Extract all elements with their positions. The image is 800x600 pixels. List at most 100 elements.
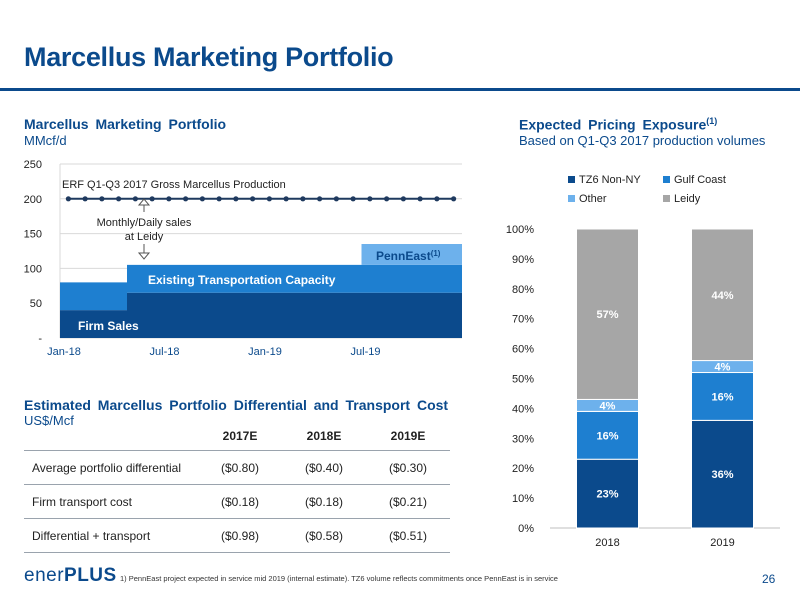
x-tick-label: Jan-18 bbox=[47, 346, 81, 358]
legend-label: Other bbox=[579, 193, 607, 205]
production-point bbox=[233, 196, 239, 202]
legend-swatch bbox=[663, 195, 670, 202]
row-label: Average portfolio differential bbox=[24, 450, 198, 485]
y-tick-label: 90% bbox=[512, 254, 534, 266]
table-title: Estimated Marcellus Portfolio Differenti… bbox=[24, 397, 449, 413]
bar-segment bbox=[576, 228, 639, 400]
production-point bbox=[283, 196, 289, 202]
x-tick-label: 2018 bbox=[595, 537, 619, 549]
left-chart-subtitle: MMcf/d bbox=[24, 133, 67, 148]
y-tick-label: 0% bbox=[518, 523, 534, 535]
y-tick-label: 30% bbox=[512, 433, 534, 445]
table-row: Average portfolio differential ($0.80) (… bbox=[24, 450, 450, 485]
legend-swatch bbox=[568, 176, 575, 183]
bar-data-label: 57% bbox=[596, 309, 618, 321]
marcellus-portfolio-chart: - 50 100 150 200 250 Jan-18 Jul-18 Jan-19 Jul-19… bbox=[24, 159, 462, 358]
production-point bbox=[300, 196, 306, 202]
production-point bbox=[317, 196, 323, 202]
bar-data-label: 4% bbox=[715, 362, 731, 374]
production-point bbox=[434, 196, 440, 202]
x-tick-label: Jan-19 bbox=[248, 346, 282, 358]
bar-segment bbox=[691, 419, 754, 529]
y-tick-label: 80% bbox=[512, 284, 534, 296]
table-cell: ($0.58) bbox=[282, 518, 366, 553]
table-header-2019e: 2019E bbox=[390, 429, 426, 443]
table-cell: ($0.40) bbox=[282, 450, 366, 485]
production-point bbox=[250, 196, 256, 202]
bar-data-label: 36% bbox=[711, 469, 733, 481]
area-penneast bbox=[60, 244, 462, 283]
area-existing-transportation-capacity bbox=[60, 264, 462, 311]
enerplus-logo: enerPLUS bbox=[24, 565, 117, 586]
production-point bbox=[266, 196, 272, 202]
production-point bbox=[333, 196, 339, 202]
table-subtitle: US$/Mcf bbox=[24, 413, 74, 428]
production-point bbox=[367, 196, 373, 202]
production-point bbox=[82, 196, 88, 202]
table-cell: ($0.18) bbox=[282, 484, 366, 519]
row-label: Firm transport cost bbox=[24, 484, 198, 519]
y-tick-label: - bbox=[38, 333, 42, 345]
footnote: 1) PennEast project expected in service … bbox=[120, 574, 558, 583]
row-label: Differential + transport bbox=[24, 518, 198, 553]
left-chart-title: Marcellus Marketing Portfolio bbox=[24, 116, 227, 132]
x-tick-label: Jul-18 bbox=[150, 346, 180, 358]
table-cell: ($0.21) bbox=[366, 484, 450, 519]
production-point bbox=[400, 196, 406, 202]
production-point bbox=[451, 196, 457, 202]
table-row: Firm transport cost ($0.18) ($0.18) ($0.… bbox=[24, 484, 450, 519]
production-point bbox=[132, 196, 138, 202]
bar-segment bbox=[576, 458, 639, 529]
annotation-line1: Monthly/Daily sales bbox=[97, 217, 192, 229]
area-firm-sales bbox=[60, 292, 462, 338]
y-tick-label: 250 bbox=[24, 159, 42, 171]
table-header-2018e: 2018E bbox=[306, 429, 342, 443]
x-tick-label: Jul-19 bbox=[351, 346, 381, 358]
bar-data-label: 16% bbox=[596, 430, 618, 442]
table-cell: ($0.98) bbox=[198, 518, 282, 553]
bar-data-label: 23% bbox=[596, 489, 618, 501]
bar-data-label: 44% bbox=[711, 290, 733, 302]
bar-segment bbox=[691, 228, 754, 362]
differential-transport-table: 2017E 2018E 2019E Average portfolio diff… bbox=[24, 422, 450, 553]
legend-swatch bbox=[568, 195, 575, 202]
bar-data-label: 16% bbox=[711, 391, 733, 403]
existing-capacity-label: Existing Transportation Capacity bbox=[148, 273, 336, 287]
table-cell: ($0.51) bbox=[366, 518, 450, 553]
right-chart-subtitle: Based on Q1-Q3 2017 production volumes bbox=[519, 133, 766, 148]
production-point bbox=[199, 196, 205, 202]
production-line-label: ERF Q1-Q3 2017 Gross Marcellus Productio… bbox=[62, 179, 286, 191]
page-number: 26 bbox=[762, 572, 776, 586]
production-point bbox=[116, 196, 122, 202]
production-point bbox=[350, 196, 356, 202]
table-cell: ($0.18) bbox=[198, 484, 282, 519]
table-header-row: 2017E 2018E 2019E bbox=[24, 422, 450, 451]
legend-swatch bbox=[663, 176, 670, 183]
y-tick-label: 50% bbox=[512, 374, 534, 386]
y-tick-label: 60% bbox=[512, 344, 534, 356]
production-point bbox=[216, 196, 222, 202]
table-header-2017e: 2017E bbox=[222, 429, 258, 443]
y-tick-label: 70% bbox=[512, 314, 534, 326]
y-tick-label: 100% bbox=[506, 224, 534, 236]
y-tick-label: 10% bbox=[512, 493, 534, 505]
production-point bbox=[149, 196, 155, 202]
table-cell: ($0.30) bbox=[366, 450, 450, 485]
legend-label: Gulf Coast bbox=[674, 174, 726, 186]
production-point bbox=[384, 196, 390, 202]
annotation-line2: at Leidy bbox=[125, 231, 164, 243]
production-point bbox=[99, 196, 105, 202]
y-tick-label: 100 bbox=[24, 263, 42, 275]
right-chart-title: Expected Pricing Exposure(1) bbox=[519, 116, 718, 133]
table-row: Differential + transport ($0.98) ($0.58)… bbox=[24, 518, 450, 553]
page-title: Marcellus Marketing Portfolio bbox=[24, 42, 394, 72]
y-tick-label: 40% bbox=[512, 403, 534, 415]
production-point bbox=[166, 196, 172, 202]
y-tick-label: 150 bbox=[24, 229, 42, 241]
legend-label: Leidy bbox=[674, 193, 701, 205]
y-tick-label: 200 bbox=[24, 194, 42, 206]
production-point bbox=[417, 196, 423, 202]
table-header-blank bbox=[24, 422, 198, 451]
penneast-label: PennEast(1) bbox=[376, 249, 441, 263]
y-tick-label: 20% bbox=[512, 463, 534, 475]
